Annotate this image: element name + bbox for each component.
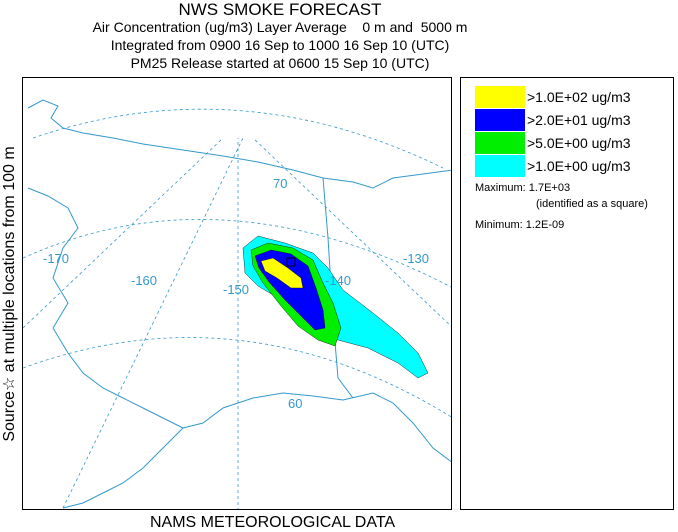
met-data-label: NAMS METEOROLOGICAL DATA <box>150 514 396 531</box>
lon-label-160: -160 <box>131 273 157 288</box>
grid-labels: -170 -160 -150 -140 -130 70 60 <box>43 176 429 411</box>
legend-swatch-cyan <box>475 155 525 177</box>
legend-minimum: Minimum: 1.2E-09 <box>475 219 565 231</box>
coast-west <box>27 187 184 429</box>
lat-label-70: 70 <box>273 176 287 191</box>
legend-swatch-yellow <box>475 86 525 108</box>
meridian-130 <box>252 137 451 327</box>
coast-south <box>182 392 451 463</box>
lon-label-150: -150 <box>223 282 249 297</box>
map-title: NWS SMOKE FORECAST <box>178 0 382 19</box>
lon-label-170: -170 <box>43 251 69 266</box>
source-side-label: Source☆ at multiple locations from 100 m <box>0 78 20 510</box>
coastline <box>27 99 451 509</box>
lon-label-140: -140 <box>325 273 351 288</box>
subtitle-concentration: Air Concentration (ug/m3) Layer Average … <box>92 19 468 35</box>
legend-row-5e0: >5.0E+00 ug/m3 <box>475 132 631 154</box>
smoke-plume <box>242 235 429 379</box>
parallel-65 <box>23 219 451 288</box>
parallel-60 <box>23 337 451 418</box>
map-panel: -170 -160 -150 -140 -130 70 60 <box>22 77 452 510</box>
legend-swatch-green <box>475 132 525 154</box>
subtitle-release: PM25 Release started at 0600 15 Sep 10 (… <box>130 55 430 71</box>
legend-row-1e2: >1.0E+02 ug/m3 <box>475 86 631 108</box>
max-square <box>286 257 296 267</box>
legend-label: >1.0E+02 ug/m3 <box>527 89 631 105</box>
map-svg: -170 -160 -150 -140 -130 70 60 <box>23 99 451 509</box>
subtitle-integration: Integrated from 0900 16 Sep to 1000 16 S… <box>110 37 450 53</box>
legend-panel: >1.0E+02 ug/m3 >2.0E+01 ug/m3 >5.0E+00 u… <box>460 77 674 510</box>
legend-label: >1.0E+00 ug/m3 <box>527 158 631 174</box>
meridian-170 <box>23 137 224 329</box>
lon-label-130: -130 <box>403 251 429 266</box>
parallel-70 <box>32 108 444 169</box>
legend-label: >2.0E+01 ug/m3 <box>527 112 631 128</box>
legend-label: >5.0E+00 ug/m3 <box>527 135 631 151</box>
graticule <box>23 108 451 509</box>
legend-swatch-blue <box>475 109 525 131</box>
legend-row-2e1: >2.0E+01 ug/m3 <box>475 109 631 131</box>
peninsula <box>62 427 184 509</box>
legend-row-1e0: >1.0E+00 ug/m3 <box>475 155 631 177</box>
source-side-label-text: Source☆ at multiple locations from 100 m <box>1 146 18 442</box>
lat-label-60: 60 <box>288 396 302 411</box>
coast-north <box>27 99 451 189</box>
legend-maximum: Maximum: 1.7E+03 <box>475 182 571 194</box>
legend-maximum-note: (identified as a square) <box>536 198 648 210</box>
plume-1e2 <box>260 257 304 289</box>
meridian-160 <box>62 137 244 509</box>
